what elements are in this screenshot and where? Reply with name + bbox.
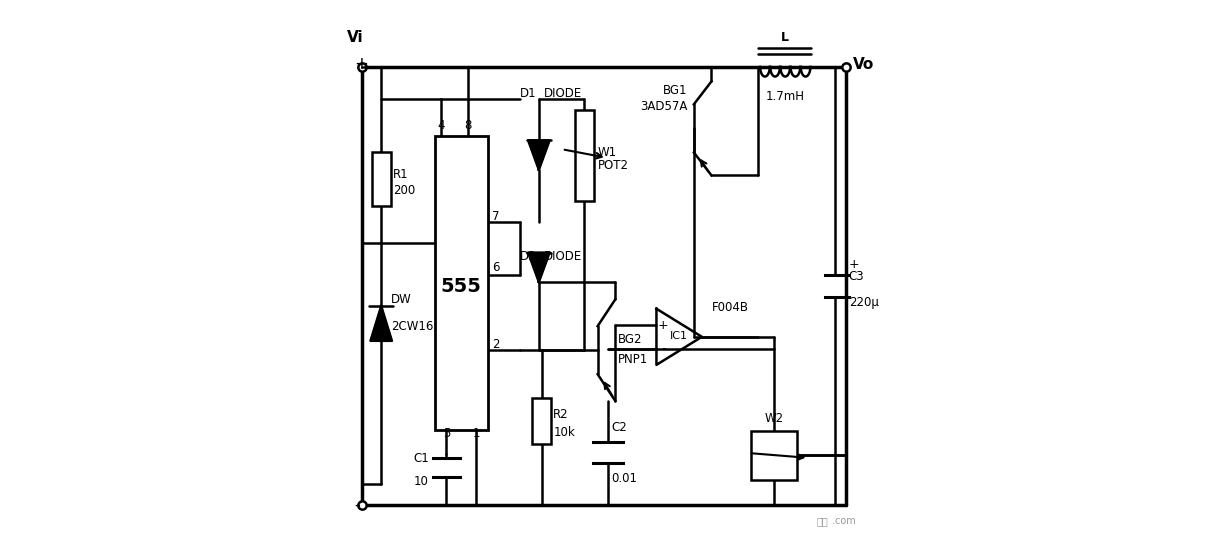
Text: 1.7mH: 1.7mH <box>766 90 804 103</box>
Text: 3AD57A: 3AD57A <box>640 100 687 113</box>
Text: 0.01: 0.01 <box>611 472 637 485</box>
Text: BG2: BG2 <box>617 333 643 346</box>
Text: PNP1: PNP1 <box>617 353 648 366</box>
Text: POT2: POT2 <box>598 159 628 172</box>
Text: 1: 1 <box>473 427 480 440</box>
Text: BG1: BG1 <box>663 84 687 97</box>
Text: C1: C1 <box>412 451 429 464</box>
Text: DIODE: DIODE <box>544 87 582 100</box>
Text: C2: C2 <box>611 421 627 434</box>
Text: W1: W1 <box>598 146 616 159</box>
Text: 10k: 10k <box>554 426 575 439</box>
Bar <box>751 431 797 480</box>
Bar <box>575 110 593 200</box>
Text: 7: 7 <box>492 210 499 223</box>
Text: 4: 4 <box>438 119 445 132</box>
Text: 220μ: 220μ <box>849 295 879 308</box>
Text: F004B: F004B <box>712 301 749 314</box>
Text: L: L <box>780 31 789 44</box>
Polygon shape <box>528 253 550 282</box>
Text: 2: 2 <box>492 339 499 352</box>
Text: DIODE: DIODE <box>544 250 582 263</box>
Text: -: - <box>355 496 361 514</box>
Text: 2CW16: 2CW16 <box>391 320 433 333</box>
Text: 捷配: 捷配 <box>816 516 829 526</box>
Text: IC1: IC1 <box>669 330 687 341</box>
Text: 6: 6 <box>492 261 499 274</box>
Text: +: + <box>658 319 668 332</box>
Bar <box>434 137 488 430</box>
Text: 8: 8 <box>464 119 472 132</box>
Text: Vi: Vi <box>346 30 363 45</box>
Text: Vo: Vo <box>853 57 874 72</box>
Text: DW: DW <box>391 293 411 306</box>
Text: 10: 10 <box>414 475 429 488</box>
Bar <box>371 152 391 206</box>
Text: D1: D1 <box>520 87 537 100</box>
Text: -: - <box>661 342 666 355</box>
Text: 5: 5 <box>443 427 450 440</box>
Text: 200: 200 <box>393 184 415 198</box>
Text: R1: R1 <box>393 168 409 181</box>
Text: W2: W2 <box>765 411 784 424</box>
Text: +: + <box>355 55 368 73</box>
Polygon shape <box>528 140 550 170</box>
Text: R2: R2 <box>554 408 569 421</box>
Text: +: + <box>849 258 860 271</box>
Polygon shape <box>370 306 392 341</box>
Text: D2: D2 <box>520 250 537 263</box>
Text: .com: .com <box>832 516 855 526</box>
Text: C3: C3 <box>849 270 865 283</box>
Text: 555: 555 <box>441 276 482 295</box>
Bar <box>532 399 551 444</box>
